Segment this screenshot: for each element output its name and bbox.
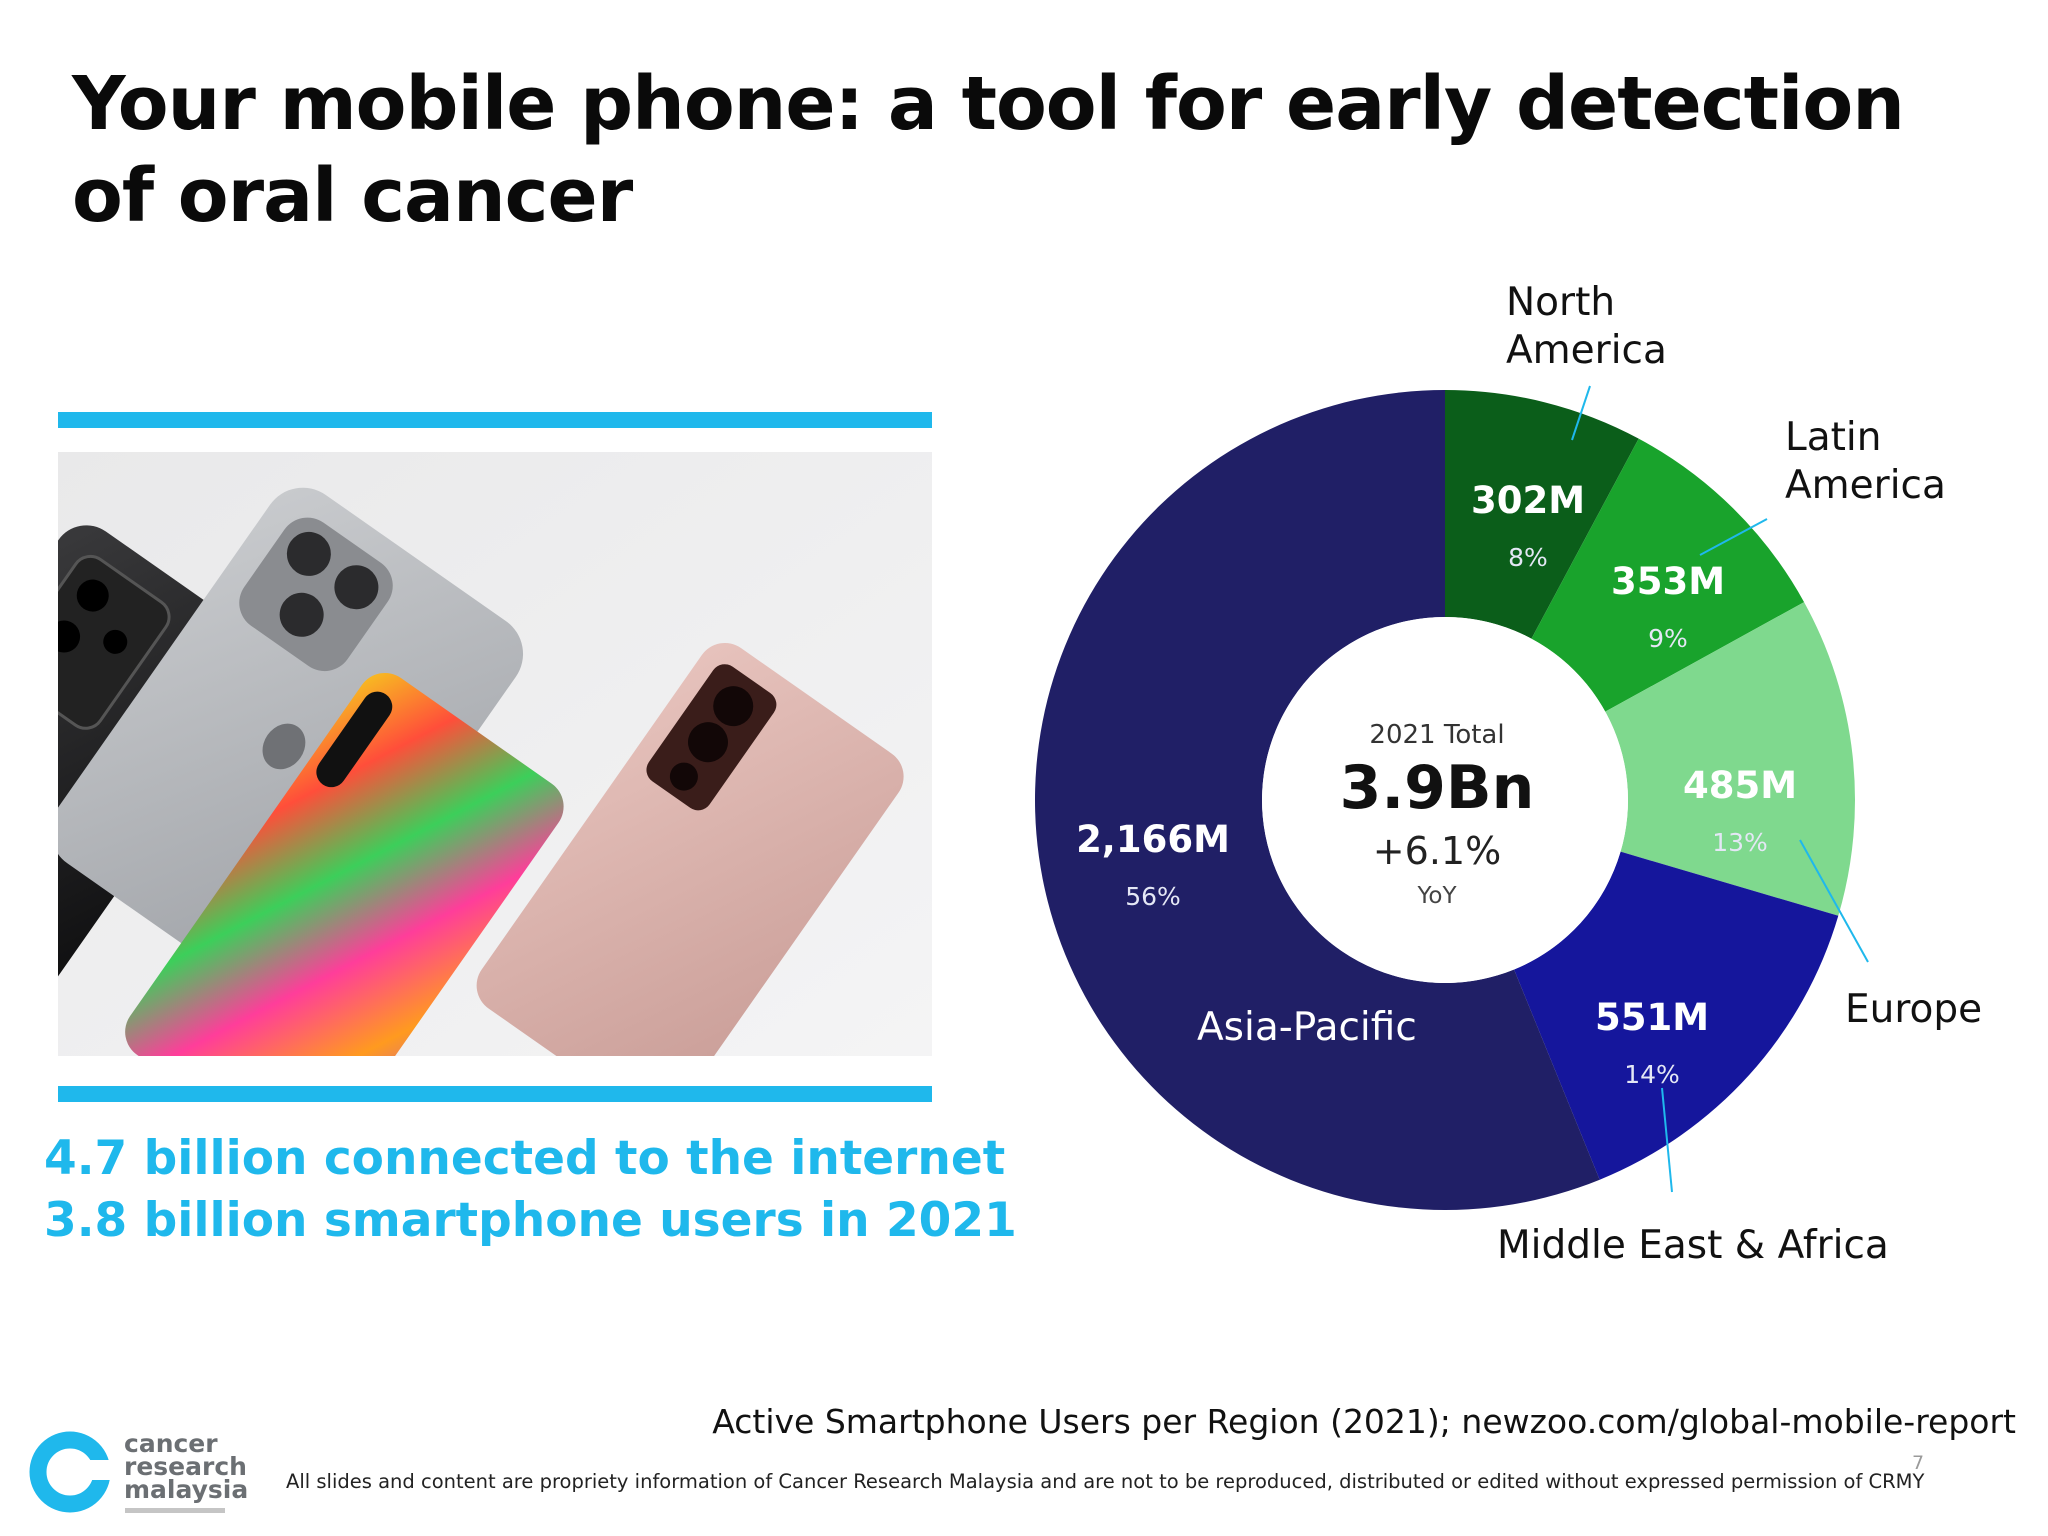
smartphones-photo [58,452,932,1056]
slice-asia-pacific [1035,390,1600,1210]
stats-block: 4.7 billion connected to the internet 3.… [44,1128,1017,1252]
slice-europe [1605,602,1855,916]
region-name-middle-east-africa: Middle East & Africa [1497,1223,1889,1268]
logo-tagline [125,1508,225,1513]
slice-north-america [1445,390,1639,639]
leader-line-latin-america [1699,518,1768,556]
logo-line-2: research [124,1452,247,1481]
slice-middle-east-africa [1514,851,1839,1180]
region-name-latin-america: Latin America [1785,415,1946,508]
logo-wordmark: cancer research malaysia [124,1429,249,1504]
value-label-middle-east-africa: 551M [1595,996,1709,1039]
center-total-label: 2021 Total [1369,720,1504,750]
center-total-value: 3.9Bn [1340,753,1535,823]
region-name-north-america: North America [1506,280,1667,373]
leader-line-europe [1799,839,1869,963]
top-accent-bar [58,412,932,428]
stat-smartphone-users: 3.8 billion smartphone users in 2021 [44,1193,1017,1248]
value-label-asia-pacific: 2,166M [1076,818,1230,861]
value-label-europe: 485M [1683,764,1797,807]
percent-label-asia-pacific: 56% [1125,882,1181,911]
logo-line-3: malaysia [124,1475,249,1504]
percent-label-latin-america: 9% [1648,624,1688,653]
slide-title: Your mobile phone: a tool for early dete… [72,58,1972,242]
cancer-research-malaysia-logo-icon [29,1431,112,1513]
slice-latin-america [1531,438,1805,712]
copyright-disclaimer: All slides and content are propriety inf… [286,1470,1925,1493]
page-number: 7 [1912,1452,1925,1474]
percent-label-middle-east-africa: 14% [1624,1060,1680,1089]
center-growth-value: +6.1% [1373,829,1501,873]
title-line-1: Your mobile phone: a tool for early dete… [72,61,1905,147]
chart-source-caption: Active Smartphone Users per Region (2021… [712,1402,2016,1441]
leader-line-middle-east-africa [1661,1087,1673,1193]
percent-label-europe: 13% [1712,828,1768,857]
logo-line-1: cancer [124,1429,218,1458]
donut-center-hole [1262,617,1628,983]
title-line-2: of oral cancer [72,153,633,239]
region-name-asia-pacific: Asia-Pacific [1197,1005,1417,1050]
center-growth-label: YoY [1416,883,1457,909]
stat-internet-users: 4.7 billion connected to the internet [44,1131,1006,1186]
percent-label-north-america: 8% [1508,543,1548,572]
region-name-europe: Europe [1845,987,1982,1032]
value-label-north-america: 302M [1471,479,1585,522]
leader-line-north-america [1571,385,1591,441]
bottom-accent-bar [58,1086,932,1102]
value-label-latin-america: 353M [1611,560,1725,603]
